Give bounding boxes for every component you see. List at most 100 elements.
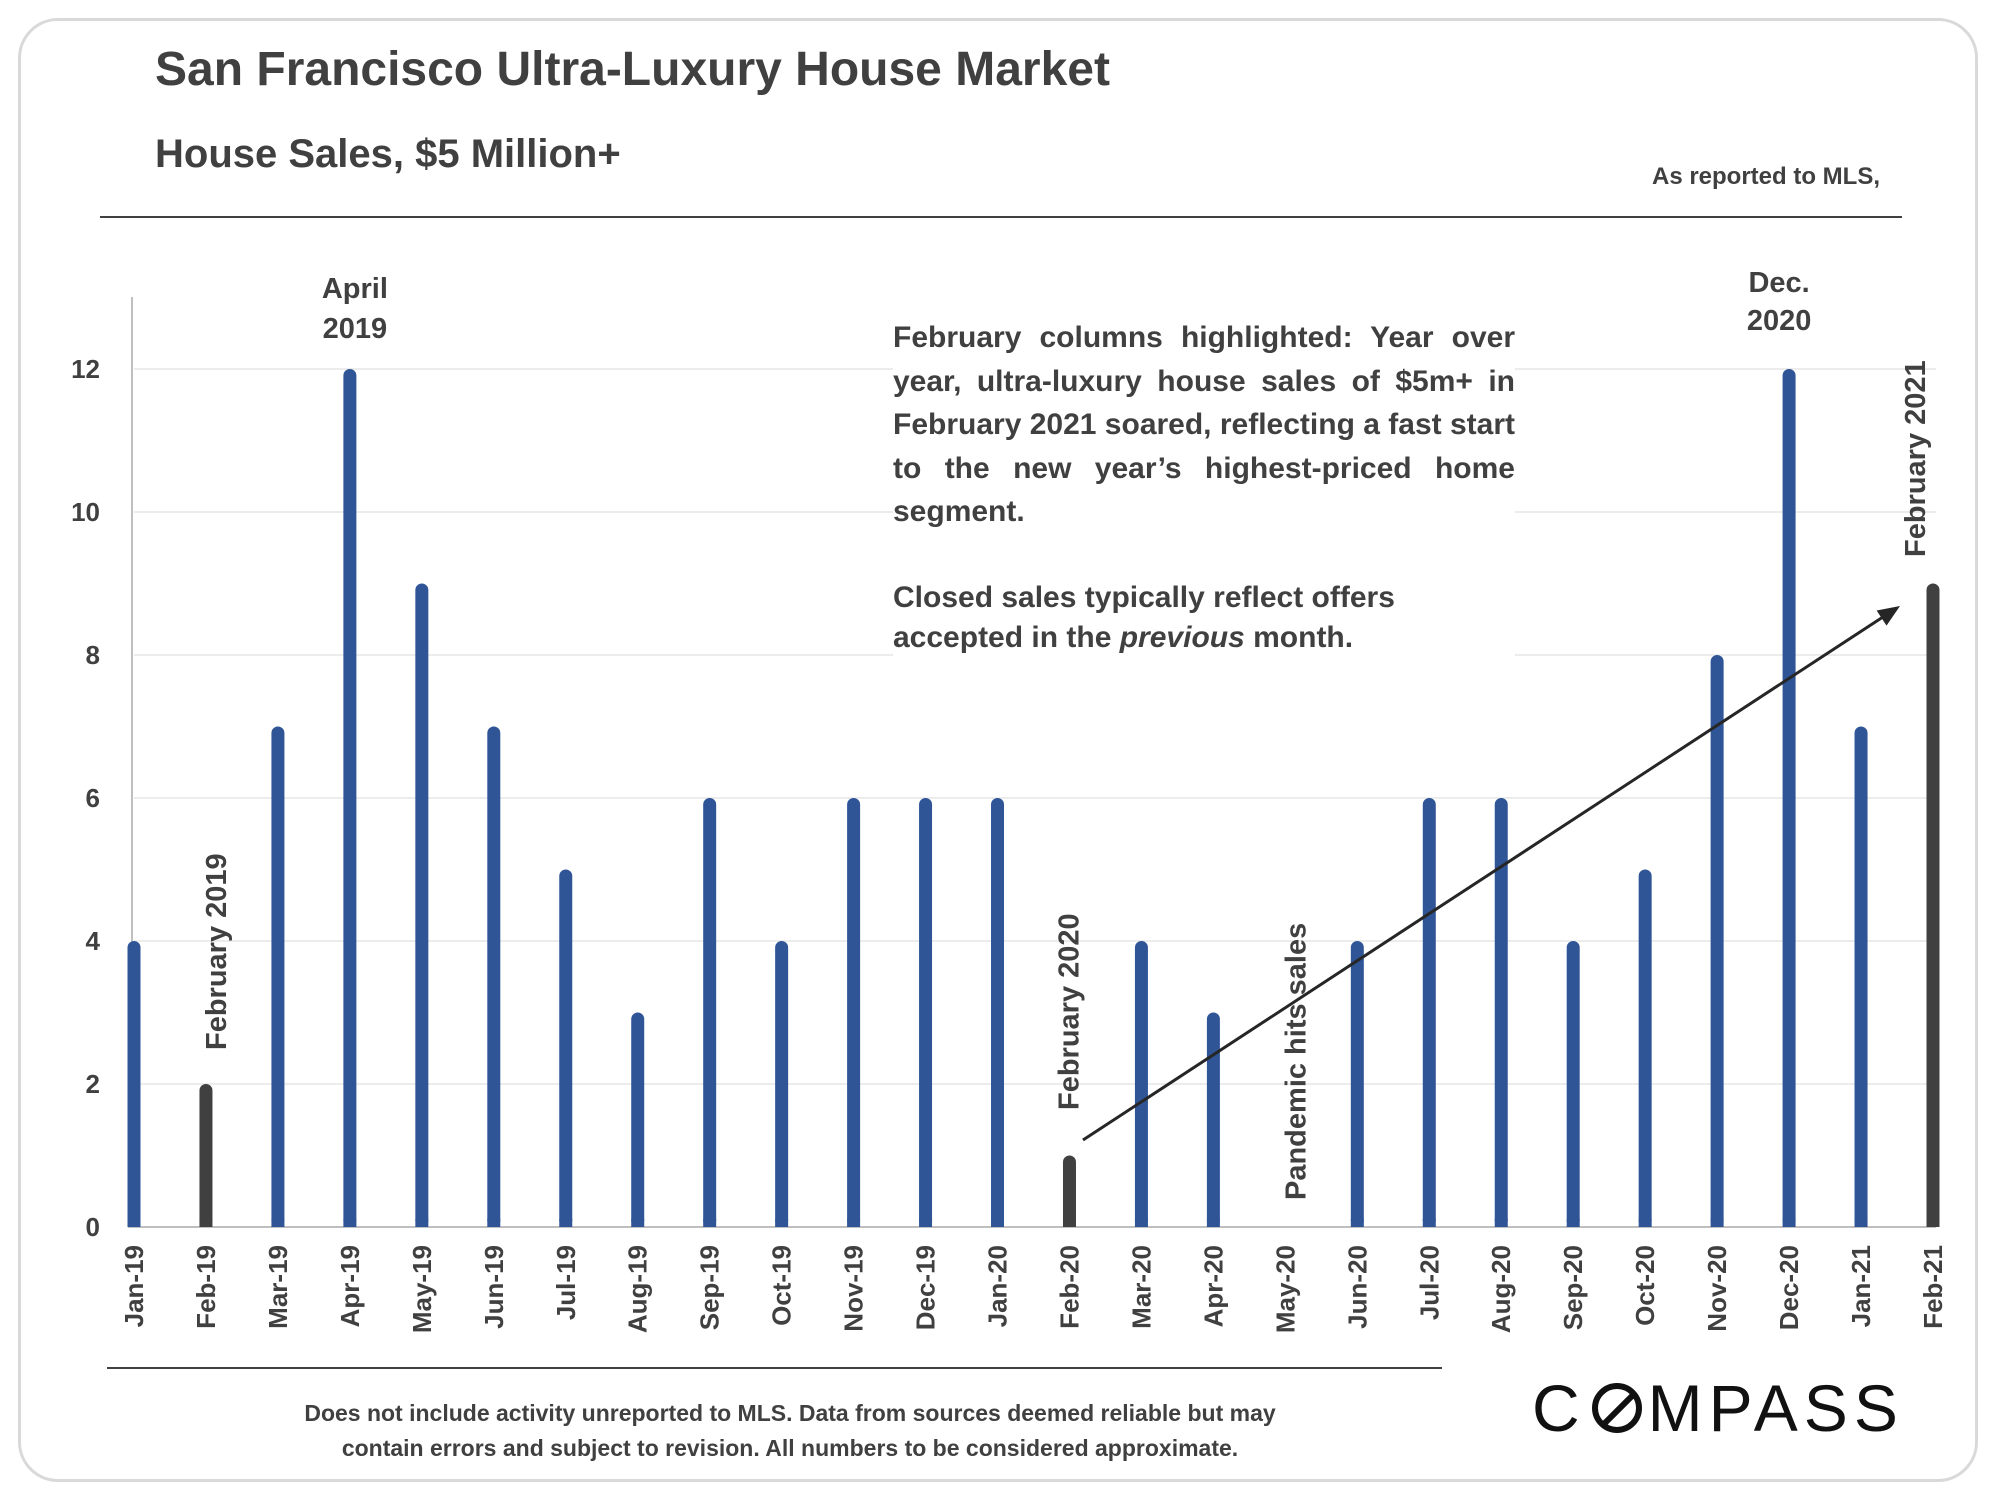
x-tick-label: Aug-19: [623, 1245, 653, 1333]
bar: [127, 941, 141, 1227]
x-tick-label: Apr-19: [335, 1245, 365, 1327]
label-pandemic-hits-sales: Pandemic hits sales: [1280, 923, 1312, 1200]
annotation-p2-italic: previous: [1119, 621, 1245, 654]
x-tick-label: Jan-19: [119, 1245, 149, 1327]
label-february-2019: February 2019: [201, 853, 233, 1050]
bar-base: [199, 1219, 213, 1227]
source-note: As reported to MLS,: [1651, 163, 1880, 190]
x-tick-label: May-19: [407, 1245, 437, 1333]
x-tick-label: Jan-21: [1846, 1245, 1876, 1327]
bar-base: [487, 1219, 501, 1227]
x-tick-label: Nov-19: [839, 1245, 869, 1332]
bar: [1422, 798, 1436, 1227]
bar: [1350, 941, 1364, 1227]
bar-base: [847, 1219, 861, 1227]
x-tick-label: Jun-19: [479, 1245, 509, 1329]
x-tick-label: Dec-20: [1774, 1245, 1804, 1330]
bar: [1062, 1155, 1076, 1227]
bar-base: [631, 1219, 645, 1227]
annotation-paragraph-1: February columns highlighted: Year over …: [893, 316, 1515, 534]
trend-arrow-line: [1082, 613, 1887, 1142]
y-tick-label: 10: [71, 497, 100, 527]
bar: [631, 1012, 645, 1227]
bar-base: [1206, 1219, 1220, 1227]
bar-base: [559, 1219, 573, 1227]
x-tick-label: Feb-21: [1918, 1245, 1948, 1329]
x-tick-label: Dec-19: [911, 1245, 941, 1330]
x-tick-label: Feb-20: [1054, 1245, 1084, 1329]
compass-logo: C MPASS: [1532, 1370, 1904, 1446]
bar: [1494, 798, 1508, 1227]
chart-title: San Francisco Ultra-Luxury House Market: [155, 43, 1110, 96]
x-tick-label: Feb-19: [191, 1245, 221, 1329]
x-tick-label: Aug-20: [1486, 1245, 1516, 1333]
x-tick-label: May-20: [1270, 1245, 1300, 1333]
label-dec-2020-line-2: 2020: [1747, 305, 1812, 337]
bar: [1710, 655, 1724, 1227]
bar-base: [1350, 1219, 1364, 1227]
x-tick-label: Oct-19: [767, 1245, 797, 1326]
logo-compass-icon: [1591, 1383, 1642, 1433]
bar-base: [271, 1219, 285, 1227]
bar: [991, 798, 1005, 1227]
label-april-2019-line-1: April: [322, 273, 388, 305]
bar: [559, 869, 573, 1227]
bar-base: [127, 1219, 141, 1227]
x-tick-label: Sep-20: [1558, 1245, 1588, 1330]
x-tick-label: Jul-20: [1414, 1245, 1444, 1320]
y-tick-label: 8: [86, 640, 100, 670]
bar-base: [1062, 1219, 1076, 1227]
bar-base: [1926, 1219, 1940, 1227]
bar-base: [415, 1219, 429, 1227]
x-tick-label: Jan-20: [983, 1245, 1013, 1327]
x-tick-label: Mar-20: [1126, 1245, 1156, 1329]
chart-subtitle: House Sales, $5 Million+: [155, 132, 621, 176]
label-april-2019-line-2: 2019: [323, 313, 388, 345]
bar: [1638, 869, 1652, 1227]
bar: [847, 798, 861, 1227]
bar: [1206, 1012, 1220, 1227]
bar-base: [1566, 1219, 1580, 1227]
bar: [1782, 369, 1796, 1227]
bar-base: [1638, 1219, 1652, 1227]
bar: [1134, 941, 1148, 1227]
bar-base: [1710, 1219, 1724, 1227]
logo-text-end: MPASS: [1647, 1371, 1904, 1445]
bar: [271, 726, 285, 1227]
logo-text-start: C: [1532, 1371, 1586, 1445]
header-rule: [100, 216, 1902, 218]
bar: [487, 726, 501, 1227]
annotation-p2-start: Closed sales typically reflect offers ac…: [893, 581, 1395, 654]
bar-base: [775, 1219, 789, 1227]
y-tick-label: 0: [86, 1212, 100, 1242]
bar: [1854, 726, 1868, 1227]
x-tick-label: Jun-20: [1342, 1245, 1372, 1329]
bar-base: [1134, 1219, 1148, 1227]
bar: [199, 1084, 213, 1227]
y-tick-label: 2: [86, 1069, 100, 1099]
bar: [703, 798, 717, 1227]
bar: [919, 798, 933, 1227]
bar: [343, 369, 357, 1227]
bar-base: [991, 1219, 1005, 1227]
label-february-2021: February 2021: [1900, 360, 1932, 557]
footnote-line-1: Does not include activity unreported to …: [304, 1400, 1276, 1426]
bar: [415, 583, 429, 1227]
bar: [1926, 583, 1940, 1227]
x-tick-label: Sep-19: [695, 1245, 725, 1330]
annotation-p2-end: month.: [1244, 621, 1354, 654]
footer-rule: [107, 1367, 1442, 1369]
bar-base: [1494, 1219, 1508, 1227]
x-tick-label: Oct-20: [1630, 1245, 1660, 1326]
bar-base: [919, 1219, 933, 1227]
x-tick-label: Nov-20: [1702, 1245, 1732, 1332]
footnote-line-2: contain errors and subject to revision. …: [341, 1435, 1239, 1461]
x-tick-label: Jul-19: [551, 1245, 581, 1320]
annotation-paragraph-2: Closed sales typically reflect offers ac…: [893, 578, 1515, 658]
bar-base: [343, 1219, 357, 1227]
bar-base: [1854, 1219, 1868, 1227]
y-tick-label: 4: [86, 926, 101, 956]
bar: [1566, 941, 1580, 1227]
y-tick-label: 6: [86, 783, 100, 813]
